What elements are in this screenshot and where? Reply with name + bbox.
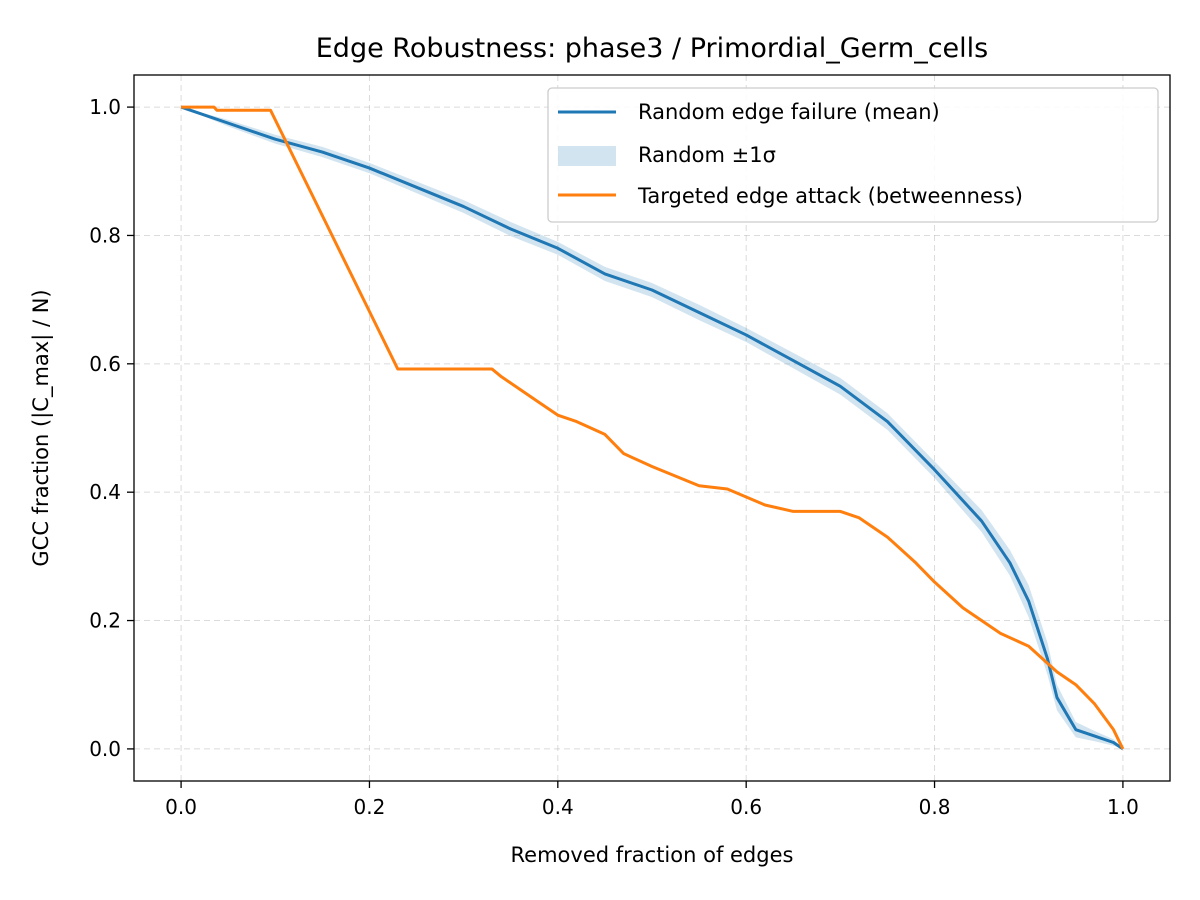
legend-label-random-mean: Random edge failure (mean) [638,100,940,124]
y-tick-label: 0.2 [89,609,121,633]
y-tick-label: 0.6 [89,352,121,376]
y-tick-label: 0.0 [89,737,121,761]
legend-box [547,87,1159,223]
legend: Random edge failure (mean) Random ±1σ Ta… [547,87,1159,223]
legend-swatch-random-band [558,146,616,166]
y-tick-label: 0.4 [89,480,121,504]
y-axis-label: GCC fraction (|C_max| / N) [29,289,54,566]
y-tick-label: 1.0 [89,95,121,119]
legend-label-targeted: Targeted edge attack (betweenness) [637,184,1023,208]
series-line-random-mean [180,105,1124,751]
y-tick-label: 0.8 [89,223,121,247]
legend-label-random-band: Random ±1σ [638,143,776,167]
plot-area [180,105,1125,751]
ticks: 0.0 0.2 0.4 0.6 0.8 1.0 0.0 0.2 0.4 0.6 0.8 1.0 [89,95,1139,819]
x-axis-label: Removed fraction of edges [511,843,794,867]
x-tick-label: 0.4 [542,795,574,819]
axes-frame [133,74,1171,782]
chart-title: Edge Robustness: phase3 / Primordial_Ger… [316,33,988,64]
x-tick-label: 0.2 [354,795,386,819]
series-line-targeted [181,105,1125,750]
x-tick-label: 0.6 [730,795,762,819]
x-tick-label: 0.8 [919,795,951,819]
x-tick-label: 1.0 [1107,795,1139,819]
x-tick-label: 0.0 [165,795,197,819]
